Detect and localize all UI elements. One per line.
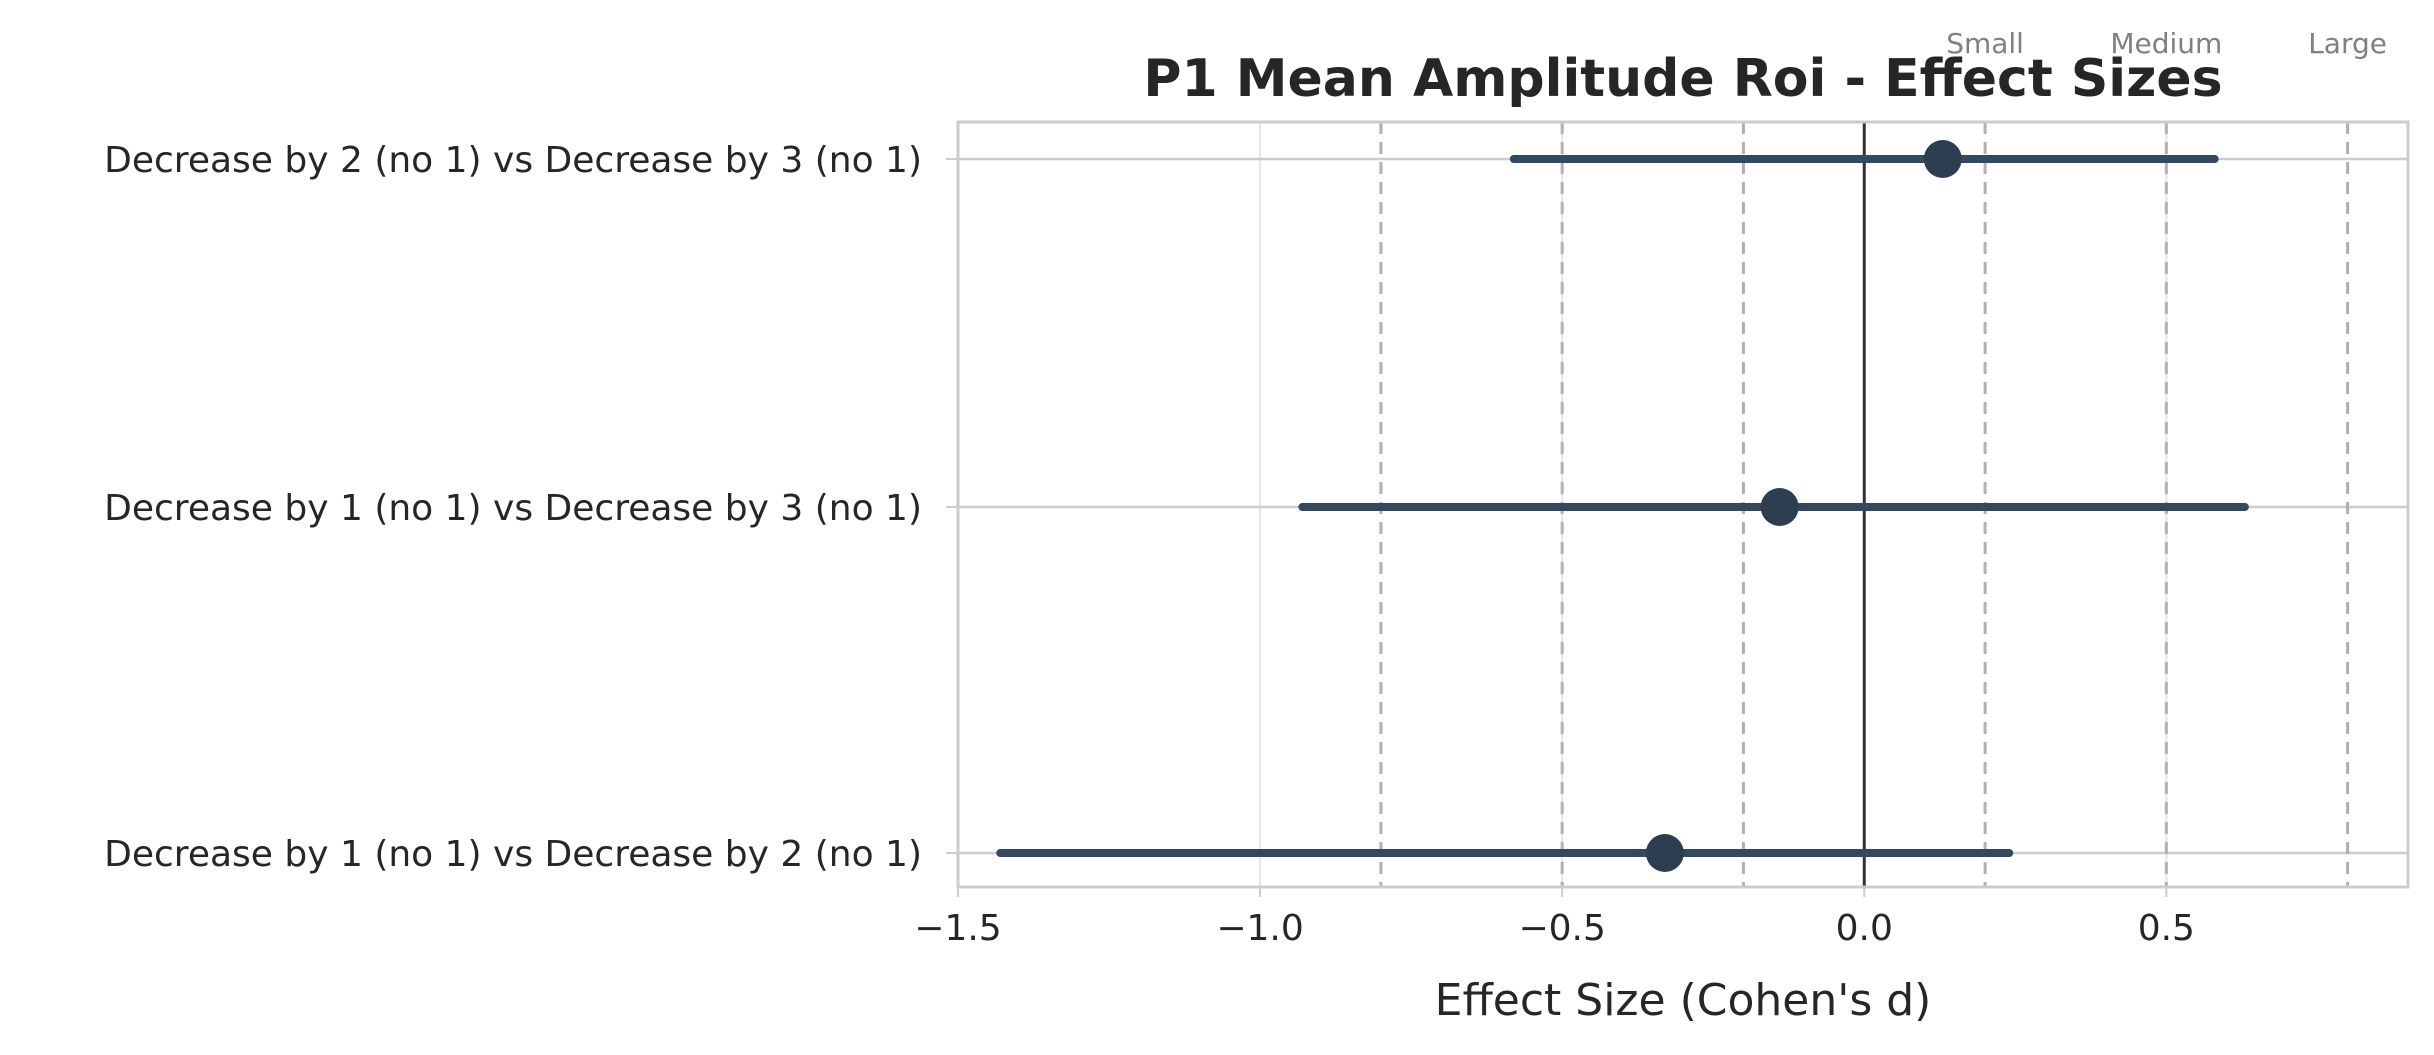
chart-title: P1 Mean Amplitude Roi - Effect Sizes [1143, 49, 2222, 109]
x-tick-label: −1.5 [914, 908, 1001, 949]
comparison-label: Decrease by 1 (no 1) vs Decrease by 2 (n… [104, 834, 922, 875]
text-layer: −1.5 −1.0 −0.5 0.0 0.5 Decrease by 2 (no 1) v… [104, 27, 2387, 1026]
x-tick-label: −1.0 [1216, 908, 1303, 949]
threshold-label: Medium [2110, 27, 2222, 60]
effect-point [1760, 488, 1799, 526]
effect-point [1923, 140, 1962, 178]
marks-layer [996, 140, 2249, 872]
x-tick-label: 0.5 [2138, 908, 2195, 949]
x-tick-label: −0.5 [1518, 908, 1605, 949]
x-tick-label: 0.0 [1836, 908, 1893, 949]
x-axis-label: Effect Size (Cohen's d) [1435, 975, 1932, 1026]
comparison-label: Decrease by 1 (no 1) vs Decrease by 3 (n… [104, 488, 922, 529]
threshold-label: Large [2308, 27, 2387, 60]
comparison-label: Decrease by 2 (no 1) vs Decrease by 3 (n… [104, 140, 922, 181]
threshold-label: Small [1946, 27, 2024, 60]
effect-point [1645, 834, 1684, 872]
plot-frame [956, 120, 2410, 889]
